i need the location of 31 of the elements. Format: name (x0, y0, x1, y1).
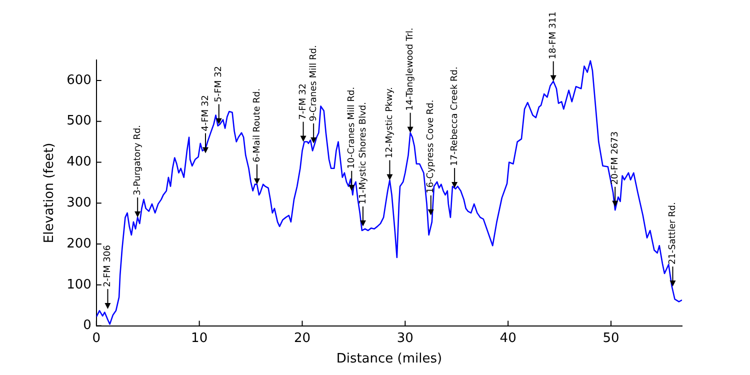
y-tick-label: 300 (66, 196, 92, 210)
annotation: 7-FM 32 (298, 84, 309, 120)
annotation: 20-FM 2673 (610, 131, 620, 185)
annotation: 18-FM 311 (548, 12, 559, 60)
y-tick-label: 500 (66, 114, 92, 129)
annotation: 3-Purgatory Rd. (132, 124, 143, 196)
annotation: 16-Cypress Cove Rd. (426, 100, 436, 194)
y-tick-label: 100 (66, 277, 92, 292)
x-tick-label: 20 (294, 330, 311, 346)
x-axis-title: Distance (miles) (336, 352, 442, 367)
annotation: 21-Sattler Rd. (668, 202, 678, 265)
annotation: 2-FM 306 (103, 244, 114, 288)
y-tick-label: 200 (66, 236, 92, 252)
annotation: 11-Mystic Shores Blvd. (358, 102, 368, 204)
y-axis-title: Elevation (feet) (42, 142, 58, 244)
annotation: 6-Mail Route Rd. (252, 88, 262, 162)
annotation: 17-Rebecca Creek Rd. (450, 66, 460, 166)
y-tick-label: 0 (83, 318, 92, 334)
x-tick-label: 30 (396, 330, 414, 346)
annotation: 4-FM 32 (200, 95, 211, 132)
annotation: 14-Tanglewood Trl. (406, 28, 416, 111)
x-tick-label: 0 (92, 330, 101, 346)
y-tick-label: 600 (66, 72, 92, 88)
x-tick-label: 50 (602, 330, 620, 346)
annotation: 10-Cranes Mill Rd. (346, 86, 357, 169)
y-tick-label: 400 (66, 154, 92, 170)
annotation: 5-FM 32 (214, 66, 224, 102)
annotation: 9-Cranes Mill Rd. (308, 45, 319, 122)
x-tick-label: 10 (191, 330, 208, 346)
x-tick-label: 40 (500, 330, 516, 346)
annotation: 12-Mystic Pkwy. (385, 86, 396, 158)
